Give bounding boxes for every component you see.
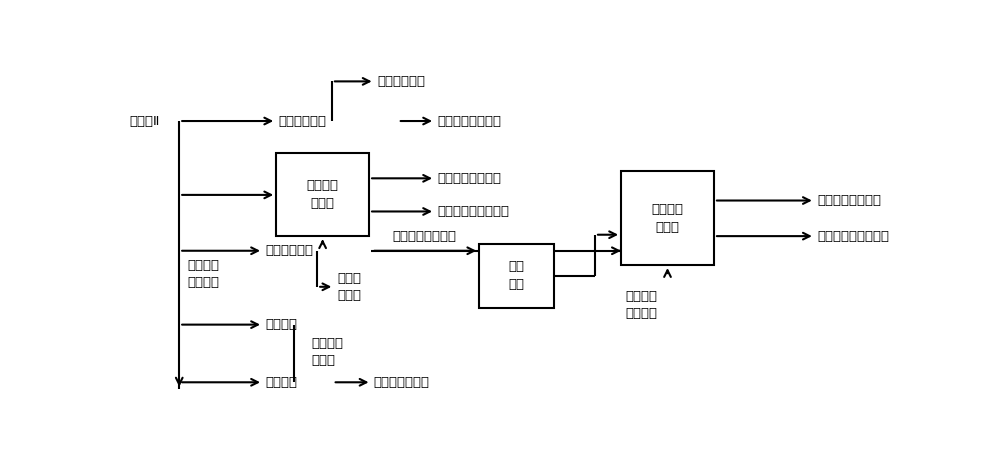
Text: 氢型阳离
子树脂: 氢型阳离 子树脂 xyxy=(652,203,684,234)
Text: 氢型阳离
子树脂: 氢型阳离 子树脂 xyxy=(307,179,339,211)
Bar xyxy=(276,154,369,236)
Text: 蒸发结晶: 蒸发结晶 xyxy=(265,376,297,389)
Text: 氢氧化
钠溶液: 氢氧化 钠溶液 xyxy=(337,272,361,302)
Bar xyxy=(479,243,554,308)
Text: 加入氢溴
酸调配: 加入氢溴 酸调配 xyxy=(311,336,343,366)
Text: 双极膜电渗析: 双极膜电渗析 xyxy=(278,115,326,127)
Text: 氢氧化钠溶液: 氢氧化钠溶液 xyxy=(377,75,425,88)
Text: 含溴化氢的水溶液: 含溴化氢的水溶液 xyxy=(817,194,881,207)
Text: 酸溶液再
生、水洗: 酸溶液再 生、水洗 xyxy=(187,259,219,289)
Text: 蒸发结晶: 蒸发结晶 xyxy=(265,318,297,331)
Text: 含溴化氢的水溶液: 含溴化氢的水溶液 xyxy=(392,230,456,243)
Text: 再生液、水洗液排放: 再生液、水洗液排放 xyxy=(817,230,889,242)
Text: 再生液、水洗液排放: 再生液、水洗液排放 xyxy=(437,205,509,218)
Text: 含溴化氢的水溶液: 含溴化氢的水溶液 xyxy=(437,115,501,127)
Text: 双极膜电渗析: 双极膜电渗析 xyxy=(265,244,313,257)
Text: 浓缩
工艺: 浓缩 工艺 xyxy=(508,261,524,292)
Text: 含溴化氢的水溶液: 含溴化氢的水溶液 xyxy=(437,172,501,185)
Text: 含溴化钠的固体: 含溴化钠的固体 xyxy=(374,376,430,389)
Text: 酸溶液再
生、水洗: 酸溶液再 生、水洗 xyxy=(625,290,657,320)
Text: 再生液Ⅱ: 再生液Ⅱ xyxy=(129,115,159,127)
Bar xyxy=(621,171,714,265)
